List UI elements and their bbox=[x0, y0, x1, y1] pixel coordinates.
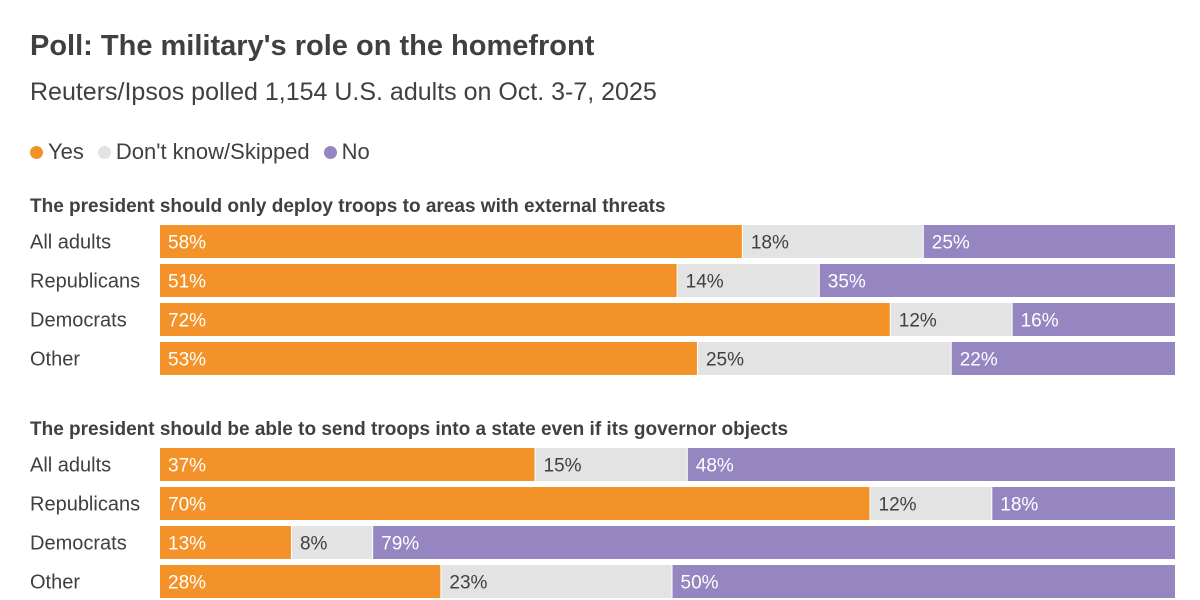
data-label-no: 16% bbox=[1021, 311, 1059, 332]
bar-segment-dont-know bbox=[742, 225, 923, 258]
data-label-dont-know: 14% bbox=[686, 272, 724, 293]
legend-item-yes: Yes bbox=[30, 139, 84, 165]
data-label-yes: 37% bbox=[168, 456, 206, 477]
legend-swatch-dont-know bbox=[97, 145, 111, 159]
data-label-no: 48% bbox=[696, 456, 734, 477]
bar-row: Democrats 72% 12% 16% bbox=[30, 303, 1175, 336]
bar-segment-dont-know bbox=[441, 565, 672, 598]
data-label-yes: 58% bbox=[168, 233, 206, 254]
data-label-yes: 51% bbox=[168, 272, 206, 293]
chart-subtitle: Reuters/Ipsos polled 1,154 U.S. adults o… bbox=[30, 78, 657, 106]
bar-row: All adults 37% 15% 48% bbox=[30, 448, 1175, 481]
data-label-yes: 13% bbox=[168, 534, 206, 555]
bar-segment-no bbox=[819, 264, 1175, 297]
legend-label-no: No bbox=[341, 139, 370, 164]
bar-segment-no bbox=[672, 565, 1175, 598]
bar-segment-dont-know bbox=[535, 448, 687, 481]
bar-segment-yes bbox=[160, 448, 535, 481]
data-label-no: 79% bbox=[381, 534, 419, 555]
data-label-dont-know: 15% bbox=[544, 456, 582, 477]
bar-row: Republicans 51% 14% 35% bbox=[30, 264, 1175, 297]
legend-item-no: No bbox=[323, 139, 370, 165]
chart-title: Poll: The military's role on the homefro… bbox=[30, 30, 595, 62]
data-label-yes: 72% bbox=[168, 311, 206, 332]
bar-segment-yes bbox=[160, 303, 890, 336]
bar-segment-yes bbox=[160, 526, 291, 559]
data-label-dont-know: 12% bbox=[879, 495, 917, 516]
data-label-no: 25% bbox=[932, 233, 970, 254]
data-label-dont-know: 23% bbox=[449, 573, 487, 594]
bar-row: Other 53% 25% 22% bbox=[30, 342, 1175, 375]
category-label: Other bbox=[30, 572, 80, 594]
bar-segment-yes bbox=[160, 264, 677, 297]
data-label-yes: 28% bbox=[168, 573, 206, 594]
legend-swatch-no bbox=[323, 145, 337, 159]
bar-segment-no bbox=[992, 487, 1175, 520]
panel-title: The president should only deploy troops … bbox=[30, 196, 666, 217]
data-label-dont-know: 12% bbox=[899, 311, 937, 332]
data-label-no: 35% bbox=[828, 272, 866, 293]
bar-segment-yes bbox=[160, 487, 870, 520]
bar-row: Republicans 70% 12% 18% bbox=[30, 487, 1175, 520]
bar-row: All adults 58% 18% 25% bbox=[30, 225, 1175, 258]
data-label-dont-know: 8% bbox=[300, 534, 328, 555]
bar-segment-no bbox=[923, 225, 1175, 258]
bar-segment-yes bbox=[160, 342, 697, 375]
chart-panel-2: The president should be able to send tro… bbox=[30, 419, 1175, 598]
data-label-no: 18% bbox=[1000, 495, 1038, 516]
data-label-no: 22% bbox=[960, 350, 998, 371]
category-label: Democrats bbox=[30, 310, 127, 332]
legend-label-yes: Yes bbox=[48, 139, 84, 164]
bar-segment-no bbox=[687, 448, 1175, 481]
category-label: All adults bbox=[30, 455, 111, 477]
bar-row: Democrats 13% 8% 79% bbox=[30, 526, 1175, 559]
category-label: Democrats bbox=[30, 533, 127, 555]
bar-segment-dont-know bbox=[291, 526, 373, 559]
bar-segment-dont-know bbox=[677, 264, 819, 297]
data-label-dont-know: 18% bbox=[751, 233, 789, 254]
bar-segment-dont-know bbox=[870, 487, 992, 520]
category-label: All adults bbox=[30, 232, 111, 254]
bar-segment-no bbox=[373, 526, 1175, 559]
data-label-no: 50% bbox=[681, 573, 719, 594]
legend-label-dont-know: Don't know/Skipped bbox=[115, 139, 310, 164]
bar-segment-dont-know bbox=[697, 342, 951, 375]
bar-segment-yes bbox=[160, 225, 742, 258]
bar-segment-dont-know bbox=[890, 303, 1012, 336]
chart-panel-1: The president should only deploy troops … bbox=[30, 196, 1175, 375]
category-label: Republicans bbox=[30, 494, 140, 516]
panel-title: The president should be able to send tro… bbox=[30, 419, 788, 440]
bar-segment-no bbox=[951, 342, 1175, 375]
bar-segment-no bbox=[1012, 303, 1175, 336]
category-label: Republicans bbox=[30, 271, 140, 293]
legend-swatch-yes bbox=[30, 145, 43, 159]
bar-row: Other 28% 23% 50% bbox=[30, 565, 1175, 598]
data-label-dont-know: 25% bbox=[706, 350, 744, 371]
bar-segment-yes bbox=[160, 565, 441, 598]
data-label-yes: 53% bbox=[168, 350, 206, 371]
legend-item-dont-know: Don't know/Skipped bbox=[97, 139, 310, 165]
category-label: Other bbox=[30, 349, 80, 371]
data-label-yes: 70% bbox=[168, 495, 206, 516]
legend: Yes Don't know/Skipped No bbox=[30, 139, 384, 165]
